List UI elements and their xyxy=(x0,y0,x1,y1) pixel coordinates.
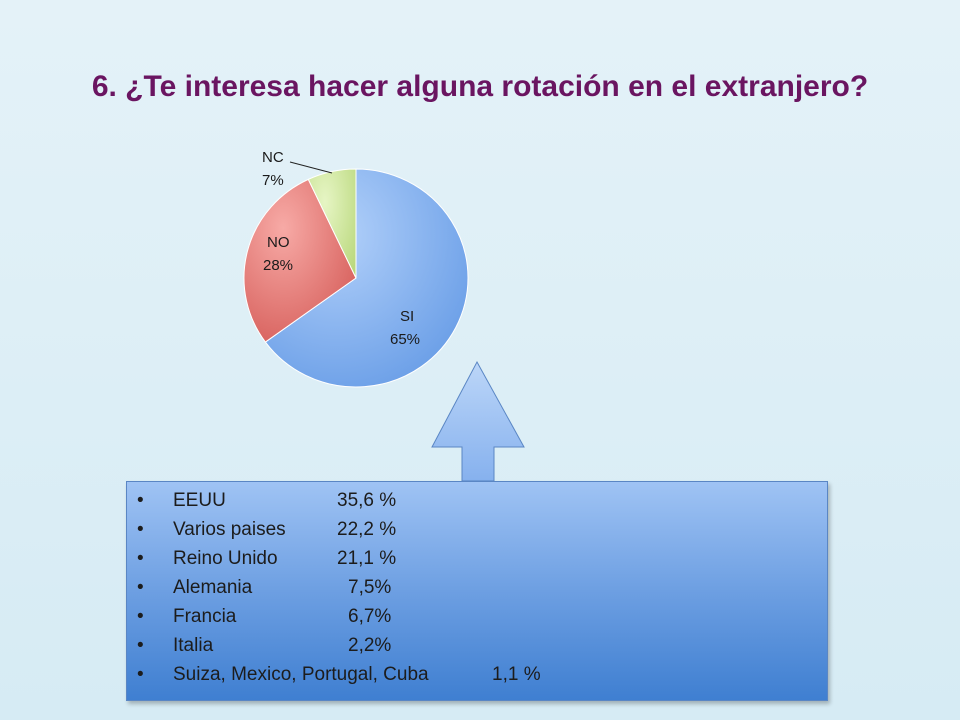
country-percentage: 2,2% xyxy=(348,635,392,656)
country-percentage: 7,5% xyxy=(348,577,392,598)
country-percentage: 35,6 % xyxy=(337,490,397,511)
bullet: • xyxy=(137,635,144,656)
country-name: EEUU xyxy=(173,490,226,511)
pie-slice-si xyxy=(264,168,469,388)
country-name: Francia xyxy=(173,606,237,627)
list-item: • Alemania 7,5% xyxy=(137,577,827,606)
pie-slice-no xyxy=(243,178,357,343)
list-item: • Italia 2,2% xyxy=(137,635,827,664)
bullet: • xyxy=(137,577,144,598)
nc-leader-line xyxy=(289,161,333,174)
slice-label-nc-value: 7% xyxy=(262,172,284,189)
country-percentage: 21,1 % xyxy=(337,548,397,569)
list-item: • Reino Unido 21,1 % xyxy=(137,548,827,577)
bullet: • xyxy=(137,606,144,627)
slide-title: 6. ¿Te interesa hacer alguna rotación en… xyxy=(91,70,869,103)
country-percentage: 22,2 % xyxy=(337,519,397,540)
country-name: Alemania xyxy=(173,577,253,598)
slice-label-nc-name: NC xyxy=(262,149,284,166)
slice-label-no-value: 28% xyxy=(263,257,293,274)
list-item: • EEUU 35,6 % xyxy=(137,490,827,519)
country-name: Reino Unido xyxy=(173,548,278,569)
country-name: Italia xyxy=(173,635,214,656)
bullet: • xyxy=(137,548,144,569)
slice-label-no-name: NO xyxy=(267,234,290,251)
list-item: • Suiza, Mexico, Portugal, Cuba 1,1 % xyxy=(137,664,827,693)
slice-label-si-value: 65% xyxy=(390,331,420,348)
bullet: • xyxy=(137,664,144,685)
pie-slice-nc xyxy=(307,168,357,279)
country-percentage: 1,1 % xyxy=(492,664,541,685)
country-percentage: 6,7% xyxy=(348,606,392,627)
list-item: • Varios paises 22,2 % xyxy=(137,519,827,548)
bullet: • xyxy=(137,519,144,540)
bullet: • xyxy=(137,490,144,511)
list-item: • Francia 6,7% xyxy=(137,606,827,635)
country-name: Varios paises xyxy=(173,519,286,540)
pie-chart: NC 7% NO 28% SI 65% xyxy=(243,149,469,388)
slice-label-si-name: SI xyxy=(400,308,414,325)
country-list-box: • EEUU 35,6 % • Varios paises 22,2 % • Reino … xyxy=(126,481,828,701)
country-name: Suiza, Mexico, Portugal, Cuba xyxy=(173,664,429,685)
